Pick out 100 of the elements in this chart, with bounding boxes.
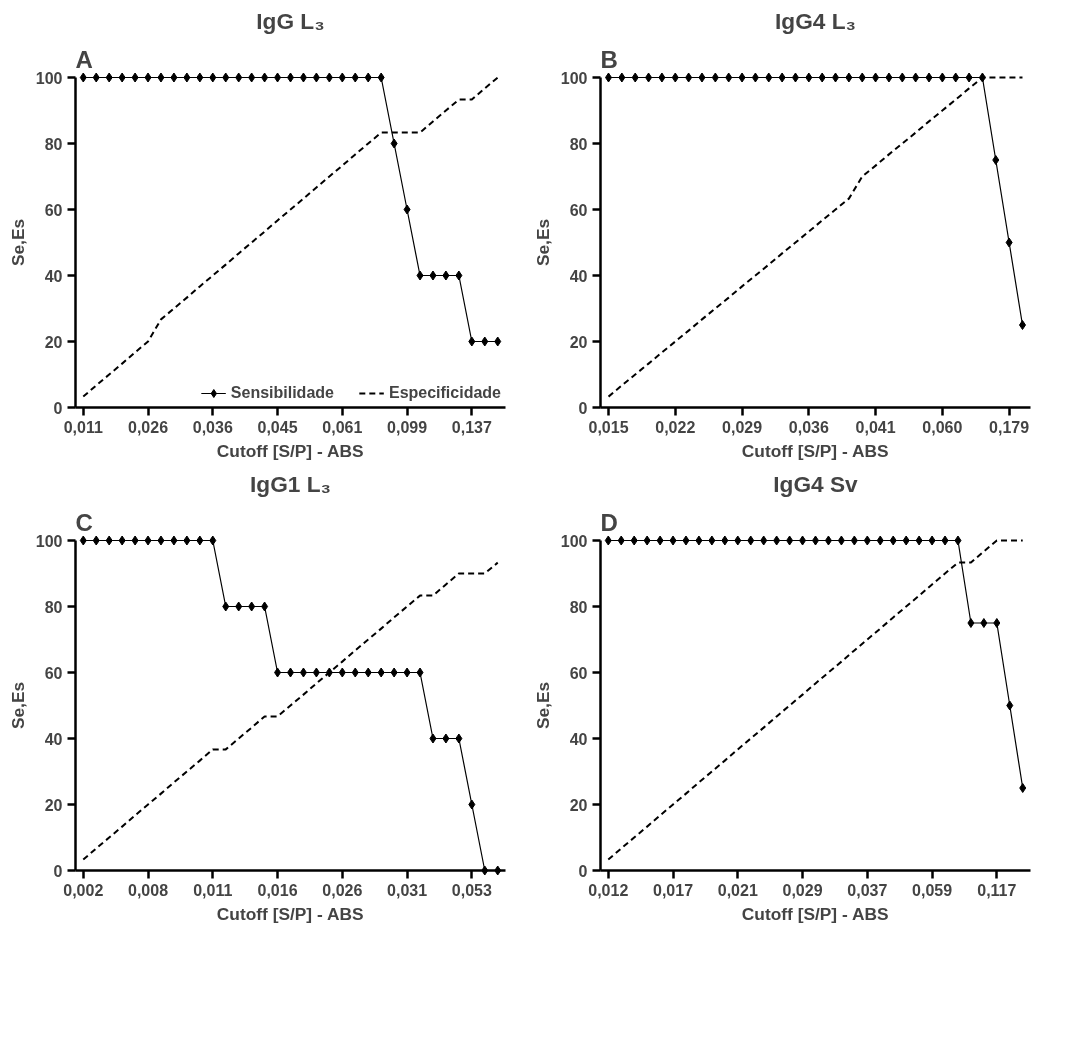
point xyxy=(630,535,638,546)
point xyxy=(685,72,693,83)
y-tick-label: 100 xyxy=(35,532,63,550)
y-tick-label: 0 xyxy=(53,399,63,417)
point xyxy=(455,270,463,281)
point xyxy=(338,72,346,83)
legend-label: Sensibilidade xyxy=(230,384,334,402)
point xyxy=(799,535,807,546)
y-tick-label: 0 xyxy=(578,862,588,880)
point xyxy=(92,535,100,546)
x-axis-title: Cutoff [S/P] - ABS xyxy=(216,440,364,461)
x-tick-label: 0,029 xyxy=(722,418,763,436)
point xyxy=(494,865,502,876)
x-tick-label: 0,016 xyxy=(257,881,298,899)
point xyxy=(980,618,988,628)
point xyxy=(902,535,910,546)
point xyxy=(992,155,1000,165)
point xyxy=(144,72,152,83)
point xyxy=(235,72,243,83)
x-axis-title: Cutoff [S/P] - ABS xyxy=(741,903,889,924)
point xyxy=(338,667,346,678)
point xyxy=(261,601,269,612)
point xyxy=(429,733,437,744)
point xyxy=(1005,237,1013,248)
point xyxy=(751,72,759,83)
point xyxy=(248,72,256,83)
point xyxy=(824,535,832,546)
point xyxy=(617,535,625,546)
point xyxy=(377,667,385,678)
point xyxy=(658,72,666,83)
x-tick-label: 0,037 xyxy=(847,881,888,899)
x-tick-label: 0,015 xyxy=(588,418,629,436)
x-tick-label: 0,059 xyxy=(912,881,953,899)
point xyxy=(248,601,256,612)
point xyxy=(656,535,664,546)
point xyxy=(196,535,204,546)
point xyxy=(468,799,476,810)
point xyxy=(261,72,269,83)
point xyxy=(671,72,679,83)
point xyxy=(364,667,372,678)
point xyxy=(938,72,946,83)
point xyxy=(952,72,960,83)
point xyxy=(872,72,880,83)
point xyxy=(403,667,411,678)
point xyxy=(429,270,437,281)
point xyxy=(850,535,858,546)
x-axis-title: Cutoff [S/P] - ABS xyxy=(741,440,889,461)
point xyxy=(734,535,742,546)
point xyxy=(403,204,411,215)
x-tick-label: 0,011 xyxy=(193,881,233,899)
point xyxy=(954,535,962,546)
y-tick-label: 80 xyxy=(569,135,588,153)
x-tick-label: 0,061 xyxy=(322,418,363,436)
point xyxy=(92,72,100,83)
point xyxy=(876,535,884,546)
x-axis-title: Cutoff [S/P] - ABS xyxy=(216,903,364,924)
point xyxy=(118,535,126,546)
y-axis-title: Se,Es xyxy=(7,681,28,730)
point xyxy=(442,270,450,281)
point xyxy=(325,72,333,83)
point xyxy=(481,865,489,876)
x-tick-label: 0,012 xyxy=(588,881,629,899)
x-tick-label: 0,017 xyxy=(653,881,694,899)
y-tick-label: 40 xyxy=(569,730,588,748)
chart-title: IgG4 L₃ xyxy=(775,7,856,34)
point xyxy=(965,72,973,83)
point xyxy=(721,535,729,546)
y-tick-label: 60 xyxy=(44,664,63,682)
y-tick-label: 60 xyxy=(569,201,588,219)
point xyxy=(898,72,906,83)
point xyxy=(196,72,204,83)
point xyxy=(222,601,230,612)
point xyxy=(708,535,716,546)
chart-title: IgG4 Sv xyxy=(773,470,859,497)
point xyxy=(631,72,639,83)
point xyxy=(967,618,975,628)
point xyxy=(468,336,476,347)
x-tick-label: 0,026 xyxy=(322,881,363,899)
x-tick-label: 0,002 xyxy=(63,881,104,899)
point xyxy=(105,535,113,546)
point xyxy=(494,336,502,347)
x-tick-label: 0,179 xyxy=(989,418,1030,436)
x-tick-label: 0,011 xyxy=(63,418,103,436)
y-tick-label: 100 xyxy=(560,69,588,87)
y-tick-label: 20 xyxy=(44,796,63,814)
point xyxy=(669,535,677,546)
y-tick-label: 60 xyxy=(44,201,63,219)
point xyxy=(605,72,613,83)
point xyxy=(791,72,799,83)
point xyxy=(170,72,178,83)
point xyxy=(765,72,773,83)
point xyxy=(312,667,320,678)
point xyxy=(643,535,651,546)
point xyxy=(645,72,653,83)
y-tick-label: 80 xyxy=(44,135,63,153)
point xyxy=(131,72,139,83)
x-tick-label: 0,026 xyxy=(128,418,169,436)
point xyxy=(925,72,933,83)
point xyxy=(144,535,152,546)
x-tick-label: 0,041 xyxy=(855,418,896,436)
